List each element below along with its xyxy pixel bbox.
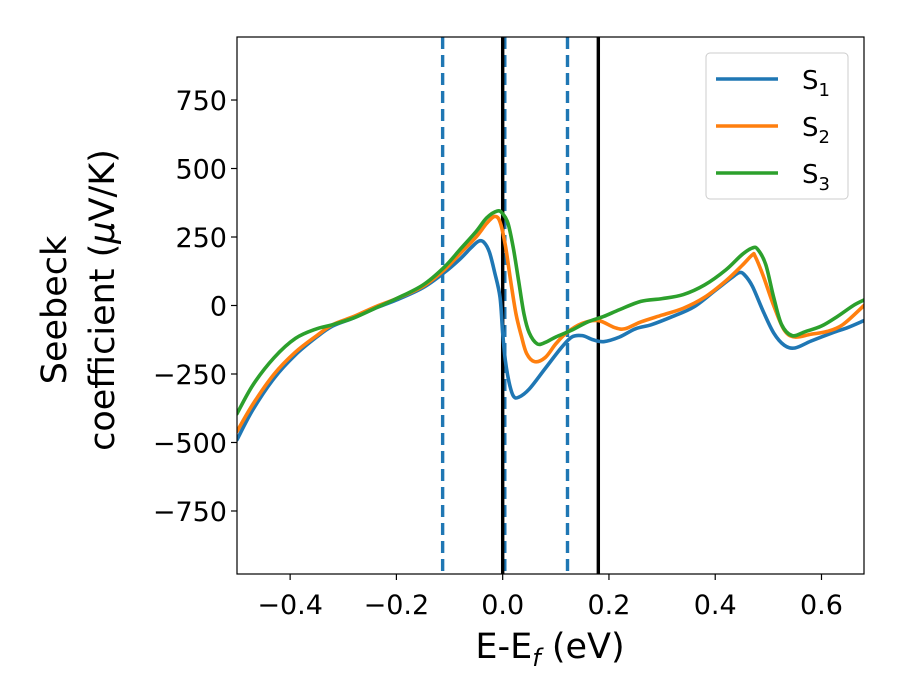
- y-tick-label: 500: [175, 155, 227, 186]
- y-axis-label-line2: coefficient (μV/K): [83, 149, 123, 451]
- x-tick-label: 0.2: [587, 590, 630, 621]
- y-tick-label: 0: [210, 292, 227, 323]
- y-tick-label: 750: [175, 86, 227, 117]
- legend-label-s3: S3: [802, 160, 830, 195]
- y-axis-label-line1: Seebeck: [35, 235, 75, 384]
- x-tick-label: 0.6: [800, 590, 843, 621]
- y-tick-label: 250: [175, 223, 227, 254]
- legend-label-s1: S1: [802, 66, 830, 101]
- series-line-s3: [237, 209, 864, 416]
- x-axis-ticks: −0.4 −0.2 0.0 0.2 0.4 0.6: [257, 574, 843, 621]
- y-axis-label-mu: μ: [83, 221, 123, 244]
- y-tick-label: −500: [153, 428, 227, 459]
- y-axis-ticks: 750 500 250 0 −250 −500 −750: [153, 86, 237, 528]
- x-tick-label: 0.4: [694, 590, 737, 621]
- x-axis-label: E-Ef (eV): [475, 627, 624, 672]
- x-axis-label-unit: (eV): [541, 627, 625, 667]
- x-tick-label: −0.2: [364, 590, 430, 621]
- y-tick-label: −750: [153, 497, 227, 528]
- x-tick-label: −0.4: [257, 590, 323, 621]
- x-tick-label: 0.0: [481, 590, 524, 621]
- reference-lines: [440, 37, 601, 574]
- series-lines: [237, 209, 864, 442]
- legend: S1 S2 S3: [705, 52, 849, 200]
- y-tick-label: −250: [153, 360, 227, 391]
- legend-label-s2: S2: [802, 113, 830, 148]
